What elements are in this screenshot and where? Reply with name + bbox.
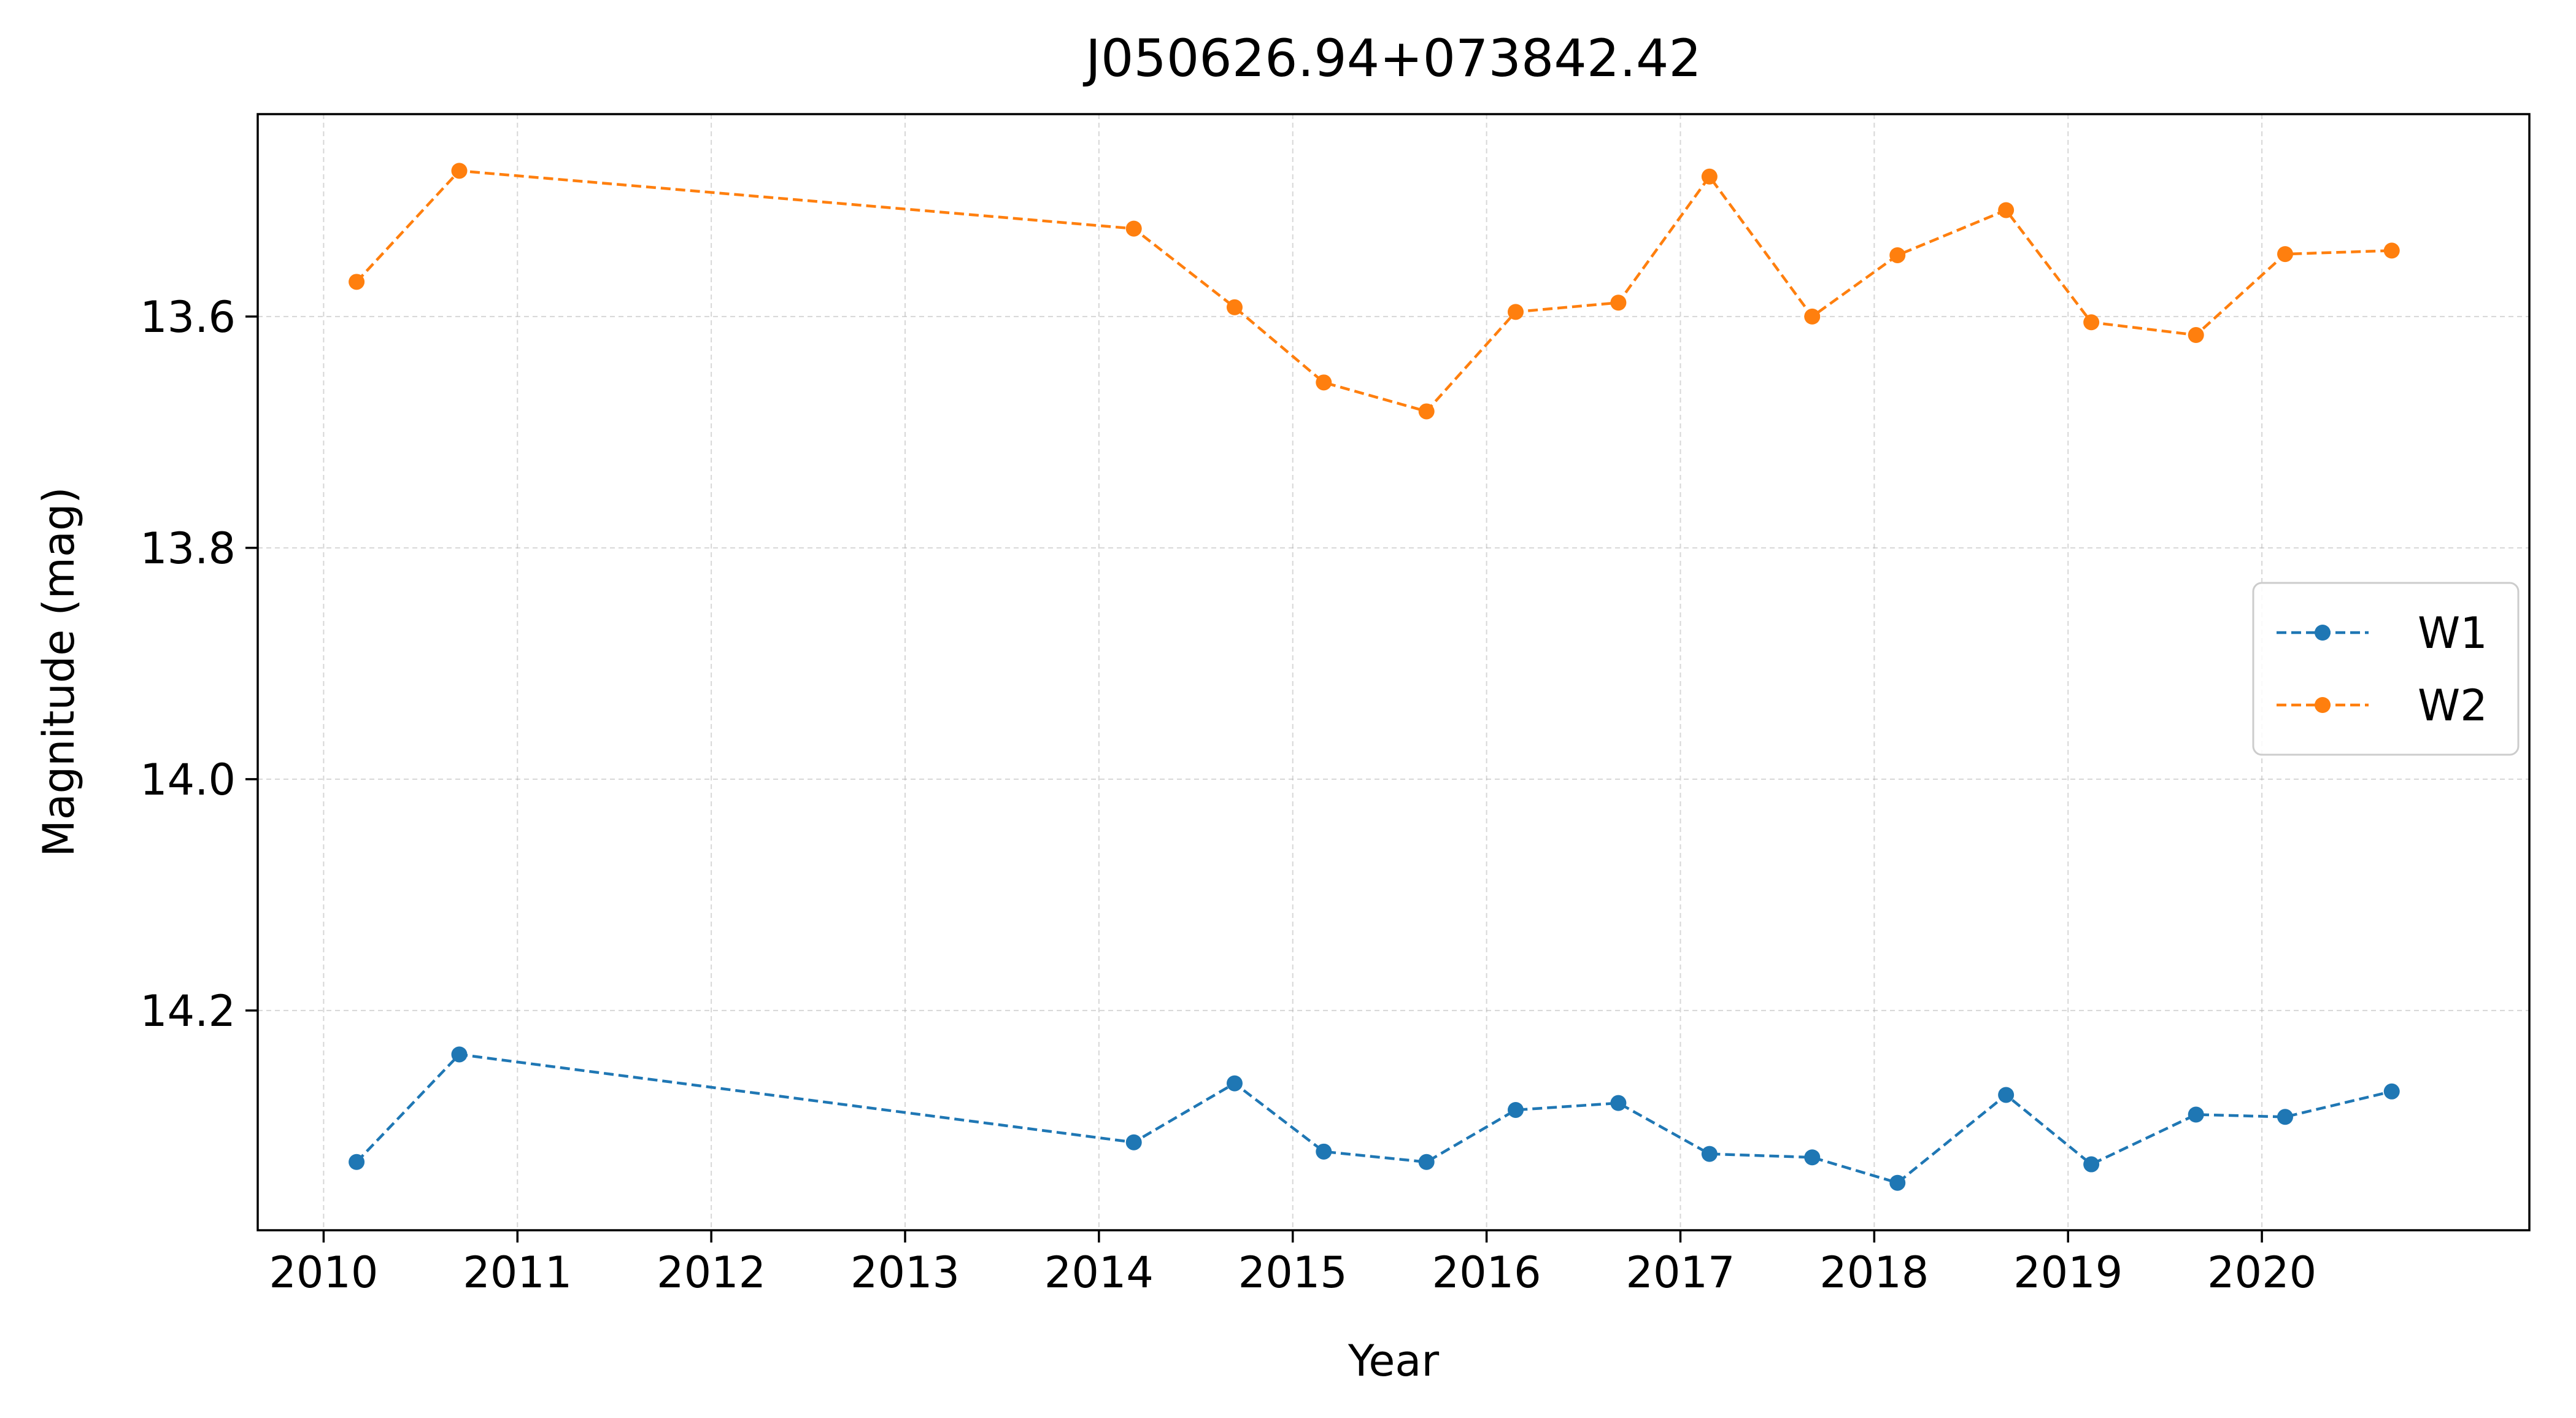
data-point-w1 — [1418, 1154, 1435, 1170]
x-tick-label: 2018 — [1819, 1247, 1929, 1298]
x-tick-label: 2012 — [657, 1247, 766, 1298]
data-point-w2 — [1610, 295, 1627, 311]
x-axis-label: Year — [1348, 1336, 1439, 1386]
series-line-w2 — [355, 169, 2392, 413]
x-tick-label: 2019 — [2013, 1247, 2123, 1298]
data-point-w2 — [1418, 403, 1435, 420]
data-point-w1 — [349, 1154, 365, 1170]
data-point-w2 — [1998, 202, 2015, 218]
data-point-w2 — [1316, 374, 1332, 391]
data-point-w1 — [1316, 1143, 1332, 1160]
data-point-w2 — [2188, 327, 2204, 344]
data-point-w2 — [2383, 242, 2400, 259]
data-point-w1 — [1804, 1149, 1821, 1166]
series-line-w1 — [355, 1053, 2393, 1185]
data-point-w1 — [1998, 1087, 2015, 1103]
data-point-w1 — [2383, 1083, 2400, 1100]
data-point-w1 — [451, 1046, 468, 1063]
legend-label-w1: W1 — [2418, 608, 2488, 658]
data-point-w2 — [2277, 246, 2294, 263]
data-point-w1 — [2188, 1106, 2204, 1123]
legend-item-w2: W2 — [2277, 680, 2488, 731]
data-point-w2 — [2083, 314, 2100, 331]
x-tick-label: 2020 — [2207, 1247, 2316, 1298]
legend-item-w1: W1 — [2277, 608, 2488, 658]
x-tick-label: 2016 — [1432, 1247, 1541, 1298]
plot-frame — [256, 113, 2531, 1231]
data-point-w1 — [2277, 1109, 2294, 1125]
data-point-w2 — [1507, 304, 1524, 320]
y-tick-label: 13.8 — [140, 523, 236, 574]
data-point-w1 — [1701, 1146, 1718, 1162]
data-point-w1 — [1610, 1095, 1627, 1111]
data-point-w1 — [1125, 1134, 1142, 1150]
grid — [258, 114, 2529, 1230]
data-point-w1 — [1507, 1101, 1524, 1118]
y-tick-label: 14.2 — [140, 986, 236, 1036]
data-point-w2 — [349, 274, 365, 290]
y-tick-label: 13.6 — [140, 292, 236, 342]
data-point-w2 — [451, 163, 468, 179]
data-point-w2 — [1889, 247, 1906, 263]
x-tick-label: 2011 — [463, 1247, 572, 1298]
chart-title: J050626.94+073842.42 — [1082, 28, 1702, 88]
x-tick-label: 2010 — [269, 1247, 378, 1298]
y-tick-label: 14.0 — [140, 755, 236, 805]
legend-label-w2: W2 — [2418, 680, 2488, 731]
data-point-w2 — [1701, 168, 1718, 185]
series-w1 — [349, 1046, 2400, 1191]
legend-marker-w2 — [2315, 697, 2331, 713]
data-point-w1 — [1226, 1075, 1243, 1092]
data-point-w1 — [2083, 1156, 2100, 1173]
data-point-w1 — [1889, 1174, 1906, 1191]
data-point-w2 — [1125, 220, 1142, 237]
x-tick-label: 2017 — [1625, 1247, 1735, 1298]
x-tick-label: 2015 — [1238, 1247, 1348, 1298]
data-point-w2 — [1804, 308, 1821, 325]
series-w2 — [349, 163, 2400, 420]
data-point-w2 — [1226, 299, 1243, 315]
x-tick-label: 2014 — [1044, 1247, 1154, 1298]
y-axis-label: Magnitude (mag) — [34, 487, 84, 857]
x-tick-label: 2013 — [850, 1247, 960, 1298]
axis-ticks: 2010 2011 2012 2013 2014 2015 2016 2017 2018 2019… — [140, 292, 2316, 1298]
legend-marker-w1 — [2315, 625, 2331, 641]
plot-series — [349, 163, 2400, 1191]
